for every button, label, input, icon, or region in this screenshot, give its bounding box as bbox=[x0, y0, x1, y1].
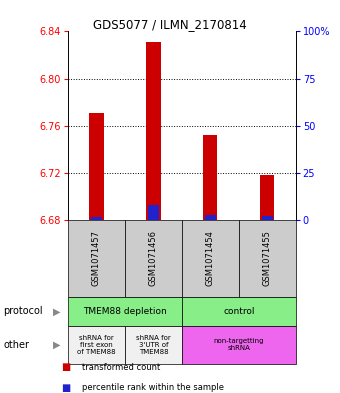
Bar bbox=[203, 135, 218, 220]
Text: ▶: ▶ bbox=[53, 340, 60, 350]
Text: GSM1071454: GSM1071454 bbox=[206, 230, 215, 286]
Text: GSM1071456: GSM1071456 bbox=[149, 230, 158, 286]
Text: control: control bbox=[223, 307, 255, 316]
Text: transformed count: transformed count bbox=[82, 363, 160, 372]
Text: other: other bbox=[3, 340, 29, 350]
Bar bbox=[146, 42, 160, 220]
Text: non-targetting
shRNA: non-targetting shRNA bbox=[214, 338, 264, 351]
Text: percentile rank within the sample: percentile rank within the sample bbox=[82, 384, 224, 392]
Text: protocol: protocol bbox=[3, 307, 43, 316]
Bar bbox=[260, 175, 274, 220]
Text: shRNA for
3'UTR of
TMEM88: shRNA for 3'UTR of TMEM88 bbox=[136, 335, 171, 355]
Text: shRNA for
first exon
of TMEM88: shRNA for first exon of TMEM88 bbox=[77, 335, 116, 355]
Bar bbox=[89, 113, 104, 220]
Bar bbox=[91, 217, 102, 220]
Text: ■: ■ bbox=[61, 362, 70, 373]
Text: GDS5077 / ILMN_2170814: GDS5077 / ILMN_2170814 bbox=[93, 18, 247, 31]
Text: ■: ■ bbox=[61, 383, 70, 393]
Bar bbox=[262, 216, 273, 220]
Text: GSM1071457: GSM1071457 bbox=[92, 230, 101, 286]
Text: GSM1071455: GSM1071455 bbox=[263, 230, 272, 286]
Text: TMEM88 depletion: TMEM88 depletion bbox=[83, 307, 167, 316]
Text: ▶: ▶ bbox=[53, 307, 60, 316]
Bar bbox=[205, 215, 216, 220]
Bar bbox=[148, 205, 159, 220]
